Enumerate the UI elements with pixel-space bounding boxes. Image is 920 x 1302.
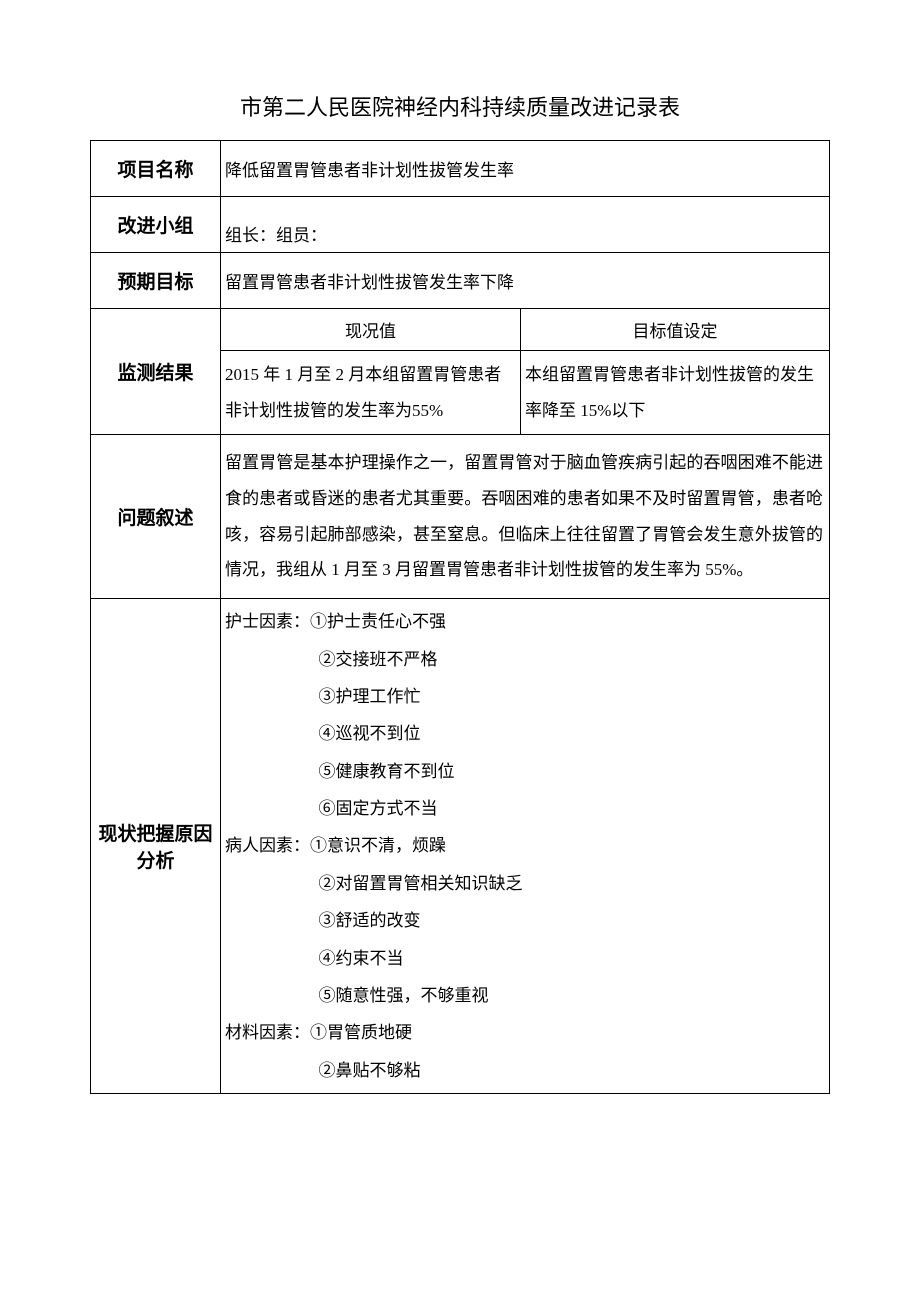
team-label: 改进小组 bbox=[91, 197, 221, 253]
analysis-nurse-line1: 护士因素：①护士责任心不强 bbox=[225, 603, 825, 640]
problem-row: 问题叙述 留置胃管是基本护理操作之一，留置胃管对于脑血管疾病引起的吞咽困难不能进… bbox=[91, 435, 830, 599]
project-name-row: 项目名称 降低留置胃管患者非计划性拔管发生率 bbox=[91, 141, 830, 197]
analysis-material-i2: ②鼻贴不够粘 bbox=[225, 1052, 825, 1089]
monitor-label: 监测结果 bbox=[91, 309, 221, 435]
monitor-target-value: 本组留置胃管患者非计划性拔管的发生率降至 15%以下 bbox=[521, 351, 830, 435]
project-name-label: 项目名称 bbox=[91, 141, 221, 197]
goal-value: 留置胃管患者非计划性拔管发生率下降 bbox=[221, 253, 830, 309]
analysis-row: 现状把握原因分析 护士因素：①护士责任心不强 ②交接班不严格 ③护理工作忙 ④巡… bbox=[91, 599, 830, 1094]
problem-label: 问题叙述 bbox=[91, 435, 221, 599]
monitor-current-header: 现况值 bbox=[221, 309, 521, 351]
document-title: 市第二人民医院神经内科持续质量改进记录表 bbox=[90, 90, 830, 122]
analysis-label: 现状把握原因分析 bbox=[91, 599, 221, 1094]
goal-label: 预期目标 bbox=[91, 253, 221, 309]
goal-row: 预期目标 留置胃管患者非计划性拔管发生率下降 bbox=[91, 253, 830, 309]
monitor-target-header: 目标值设定 bbox=[521, 309, 830, 351]
analysis-patient-line1: 病人因素：①意识不清，烦躁 bbox=[225, 827, 825, 864]
analysis-content: 护士因素：①护士责任心不强 ②交接班不严格 ③护理工作忙 ④巡视不到位 ⑤健康教… bbox=[221, 599, 830, 1094]
team-value: 组长：组员： bbox=[221, 197, 830, 253]
monitor-header-row: 监测结果 现况值 目标值设定 bbox=[91, 309, 830, 351]
analysis-material-line1: 材料因素：①胃管质地硬 bbox=[225, 1014, 825, 1051]
analysis-patient-i4: ④约束不当 bbox=[225, 940, 825, 977]
analysis-nurse-i3: ③护理工作忙 bbox=[225, 678, 825, 715]
analysis-nurse-i4: ④巡视不到位 bbox=[225, 715, 825, 752]
analysis-patient-i3: ③舒适的改变 bbox=[225, 902, 825, 939]
analysis-nurse-i2: ②交接班不严格 bbox=[225, 641, 825, 678]
analysis-patient-i5: ⑤随意性强，不够重视 bbox=[225, 977, 825, 1014]
analysis-nurse-i6: ⑥固定方式不当 bbox=[225, 790, 825, 827]
problem-value: 留置胃管是基本护理操作之一，留置胃管对于脑血管疾病引起的吞咽困难不能进食的患者或… bbox=[221, 435, 830, 599]
project-name-value: 降低留置胃管患者非计划性拔管发生率 bbox=[221, 141, 830, 197]
monitor-current-value: 2015 年 1 月至 2 月本组留置胃管患者非计划性拔管的发生率为55% bbox=[221, 351, 521, 435]
record-table: 项目名称 降低留置胃管患者非计划性拔管发生率 改进小组 组长：组员： 预期目标 … bbox=[90, 140, 830, 1094]
analysis-patient-i2: ②对留置胃管相关知识缺乏 bbox=[225, 865, 825, 902]
analysis-nurse-i5: ⑤健康教育不到位 bbox=[225, 753, 825, 790]
team-row: 改进小组 组长：组员： bbox=[91, 197, 830, 253]
